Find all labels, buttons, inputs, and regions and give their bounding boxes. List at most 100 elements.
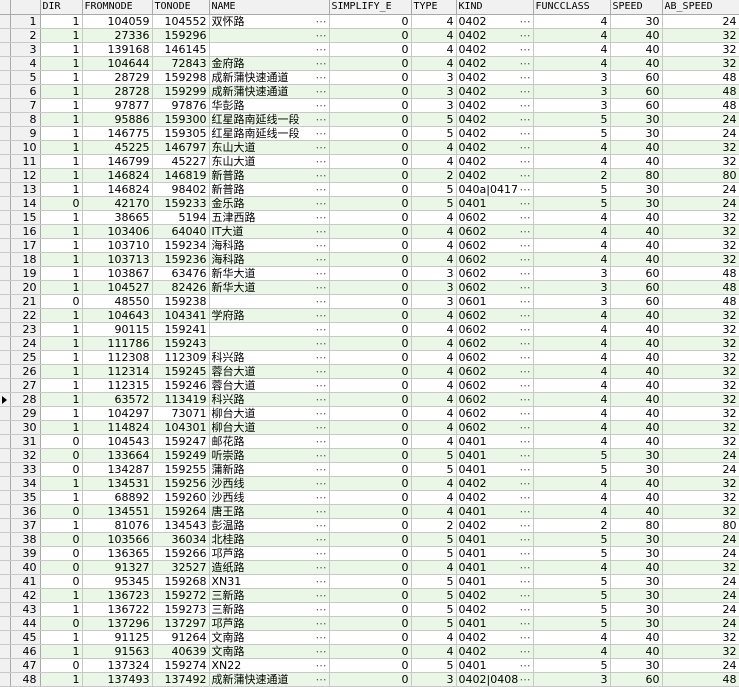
more-ellipsis-icon[interactable]: ⋯ (315, 281, 327, 294)
cell-speed[interactable]: 60 (610, 266, 663, 281)
more-ellipsis-icon[interactable]: ⋯ (315, 477, 327, 490)
more-ellipsis-icon[interactable]: ⋯ (315, 169, 327, 182)
cell-kind[interactable]: 0602 ⋯ (456, 224, 534, 239)
more-ellipsis-icon[interactable]: ⋯ (519, 113, 531, 126)
cell-type[interactable]: 4 (411, 560, 457, 575)
cell-speed[interactable]: 60 (610, 84, 663, 99)
cell-simplify-e[interactable]: 0 (329, 462, 412, 477)
row-indicator[interactable] (0, 630, 11, 645)
more-ellipsis-icon[interactable]: ⋯ (519, 519, 531, 532)
cell-name[interactable]: 唐王路 ⋯ (209, 504, 330, 519)
cell-simplify-e[interactable]: 0 (329, 252, 412, 267)
row-indicator[interactable] (0, 518, 11, 533)
cell-type[interactable]: 4 (411, 210, 457, 225)
cell-type[interactable]: 5 (411, 126, 457, 141)
cell-fromnode[interactable]: 137493 (82, 672, 153, 687)
cell-simplify-e[interactable]: 0 (329, 546, 412, 561)
more-ellipsis-icon[interactable]: ⋯ (519, 603, 531, 616)
cell-kind[interactable]: 0602 ⋯ (456, 238, 534, 253)
row-number[interactable]: 16 (10, 224, 41, 239)
more-ellipsis-icon[interactable]: ⋯ (315, 407, 327, 420)
cell-ab-speed[interactable]: 24 (662, 574, 739, 589)
cell-ab-speed[interactable]: 32 (662, 56, 739, 71)
cell-fromnode[interactable]: 146824 (82, 168, 153, 183)
cell-dir[interactable]: 0 (40, 462, 83, 477)
cell-type[interactable]: 3 (411, 280, 457, 295)
cell-dir[interactable]: 0 (40, 504, 83, 519)
cell-fromnode[interactable]: 95345 (82, 574, 153, 589)
cell-simplify-e[interactable]: 0 (329, 224, 412, 239)
cell-dir[interactable]: 1 (40, 518, 83, 533)
cell-fromnode[interactable]: 104543 (82, 434, 153, 449)
cell-type[interactable]: 5 (411, 658, 457, 673)
column-header-tonode[interactable]: TONODE (152, 0, 210, 15)
cell-dir[interactable]: 1 (40, 112, 83, 127)
cell-dir[interactable]: 1 (40, 350, 83, 365)
cell-name[interactable]: 红星路南延线一段 ⋯ (209, 126, 330, 141)
cell-dir[interactable]: 1 (40, 98, 83, 113)
row-number[interactable]: 30 (10, 420, 41, 435)
cell-tonode[interactable]: 159296 (152, 28, 210, 43)
cell-simplify-e[interactable]: 0 (329, 14, 412, 29)
cell-name[interactable]: ⋯ (209, 322, 330, 337)
table-row[interactable]: 17 1 103710 159234 海科路 ⋯ 0 4 0602 ⋯ 4 40 32 (0, 238, 739, 253)
cell-name[interactable]: 三新路 ⋯ (209, 602, 330, 617)
row-indicator[interactable] (0, 392, 11, 407)
cell-simplify-e[interactable]: 0 (329, 644, 412, 659)
cell-kind[interactable]: 0402 ⋯ (456, 70, 534, 85)
more-ellipsis-icon[interactable]: ⋯ (519, 43, 531, 56)
cell-type[interactable]: 4 (411, 238, 457, 253)
more-ellipsis-icon[interactable]: ⋯ (315, 365, 327, 378)
cell-type[interactable]: 3 (411, 84, 457, 99)
cell-name[interactable]: ⋯ (209, 294, 330, 309)
more-ellipsis-icon[interactable]: ⋯ (519, 435, 531, 448)
cell-fromnode[interactable]: 103713 (82, 252, 153, 267)
cell-name[interactable]: 科兴路 ⋯ (209, 392, 330, 407)
cell-speed[interactable]: 40 (610, 252, 663, 267)
cell-fromnode[interactable]: 136723 (82, 588, 153, 603)
more-ellipsis-icon[interactable]: ⋯ (519, 477, 531, 490)
more-ellipsis-icon[interactable]: ⋯ (519, 197, 531, 210)
row-indicator[interactable] (0, 406, 11, 421)
cell-tonode[interactable]: 159245 (152, 364, 210, 379)
cell-type[interactable]: 4 (411, 28, 457, 43)
table-row[interactable]: 32 0 133664 159249 听崇路 ⋯ 0 5 0401 ⋯ 5 30 24 (0, 448, 739, 463)
row-indicator[interactable] (0, 616, 11, 631)
cell-tonode[interactable]: 63476 (152, 266, 210, 281)
more-ellipsis-icon[interactable]: ⋯ (315, 393, 327, 406)
more-ellipsis-icon[interactable]: ⋯ (519, 183, 531, 196)
row-number[interactable]: 7 (10, 98, 41, 113)
cell-speed[interactable]: 60 (610, 672, 663, 687)
table-row[interactable]: 10 1 45225 146797 东山大道 ⋯ 0 4 0402 ⋯ 4 40 32 (0, 140, 739, 155)
row-number[interactable]: 38 (10, 532, 41, 547)
cell-kind[interactable]: 0402 ⋯ (456, 28, 534, 43)
cell-name[interactable]: 文南路 ⋯ (209, 644, 330, 659)
cell-speed[interactable]: 30 (610, 448, 663, 463)
cell-speed[interactable]: 30 (610, 588, 663, 603)
row-number[interactable]: 25 (10, 350, 41, 365)
more-ellipsis-icon[interactable]: ⋯ (519, 155, 531, 168)
more-ellipsis-icon[interactable]: ⋯ (315, 295, 327, 308)
row-indicator[interactable] (0, 574, 11, 589)
cell-dir[interactable]: 1 (40, 476, 83, 491)
cell-type[interactable]: 4 (411, 434, 457, 449)
cell-kind[interactable]: 0402 ⋯ (456, 14, 534, 29)
cell-type[interactable]: 3 (411, 294, 457, 309)
more-ellipsis-icon[interactable]: ⋯ (315, 463, 327, 476)
cell-type[interactable]: 4 (411, 140, 457, 155)
row-indicator[interactable] (0, 238, 11, 253)
cell-tonode[interactable]: 134543 (152, 518, 210, 533)
cell-funcclass[interactable]: 4 (533, 434, 611, 449)
more-ellipsis-icon[interactable]: ⋯ (315, 71, 327, 84)
cell-dir[interactable]: 1 (40, 154, 83, 169)
row-number[interactable]: 37 (10, 518, 41, 533)
cell-simplify-e[interactable]: 0 (329, 84, 412, 99)
cell-fromnode[interactable]: 112315 (82, 378, 153, 393)
cell-ab-speed[interactable]: 32 (662, 154, 739, 169)
cell-type[interactable]: 4 (411, 476, 457, 491)
cell-simplify-e[interactable]: 0 (329, 126, 412, 141)
cell-name[interactable]: 东山大道 ⋯ (209, 140, 330, 155)
more-ellipsis-icon[interactable]: ⋯ (315, 197, 327, 210)
cell-dir[interactable]: 1 (40, 84, 83, 99)
cell-type[interactable]: 4 (411, 56, 457, 71)
